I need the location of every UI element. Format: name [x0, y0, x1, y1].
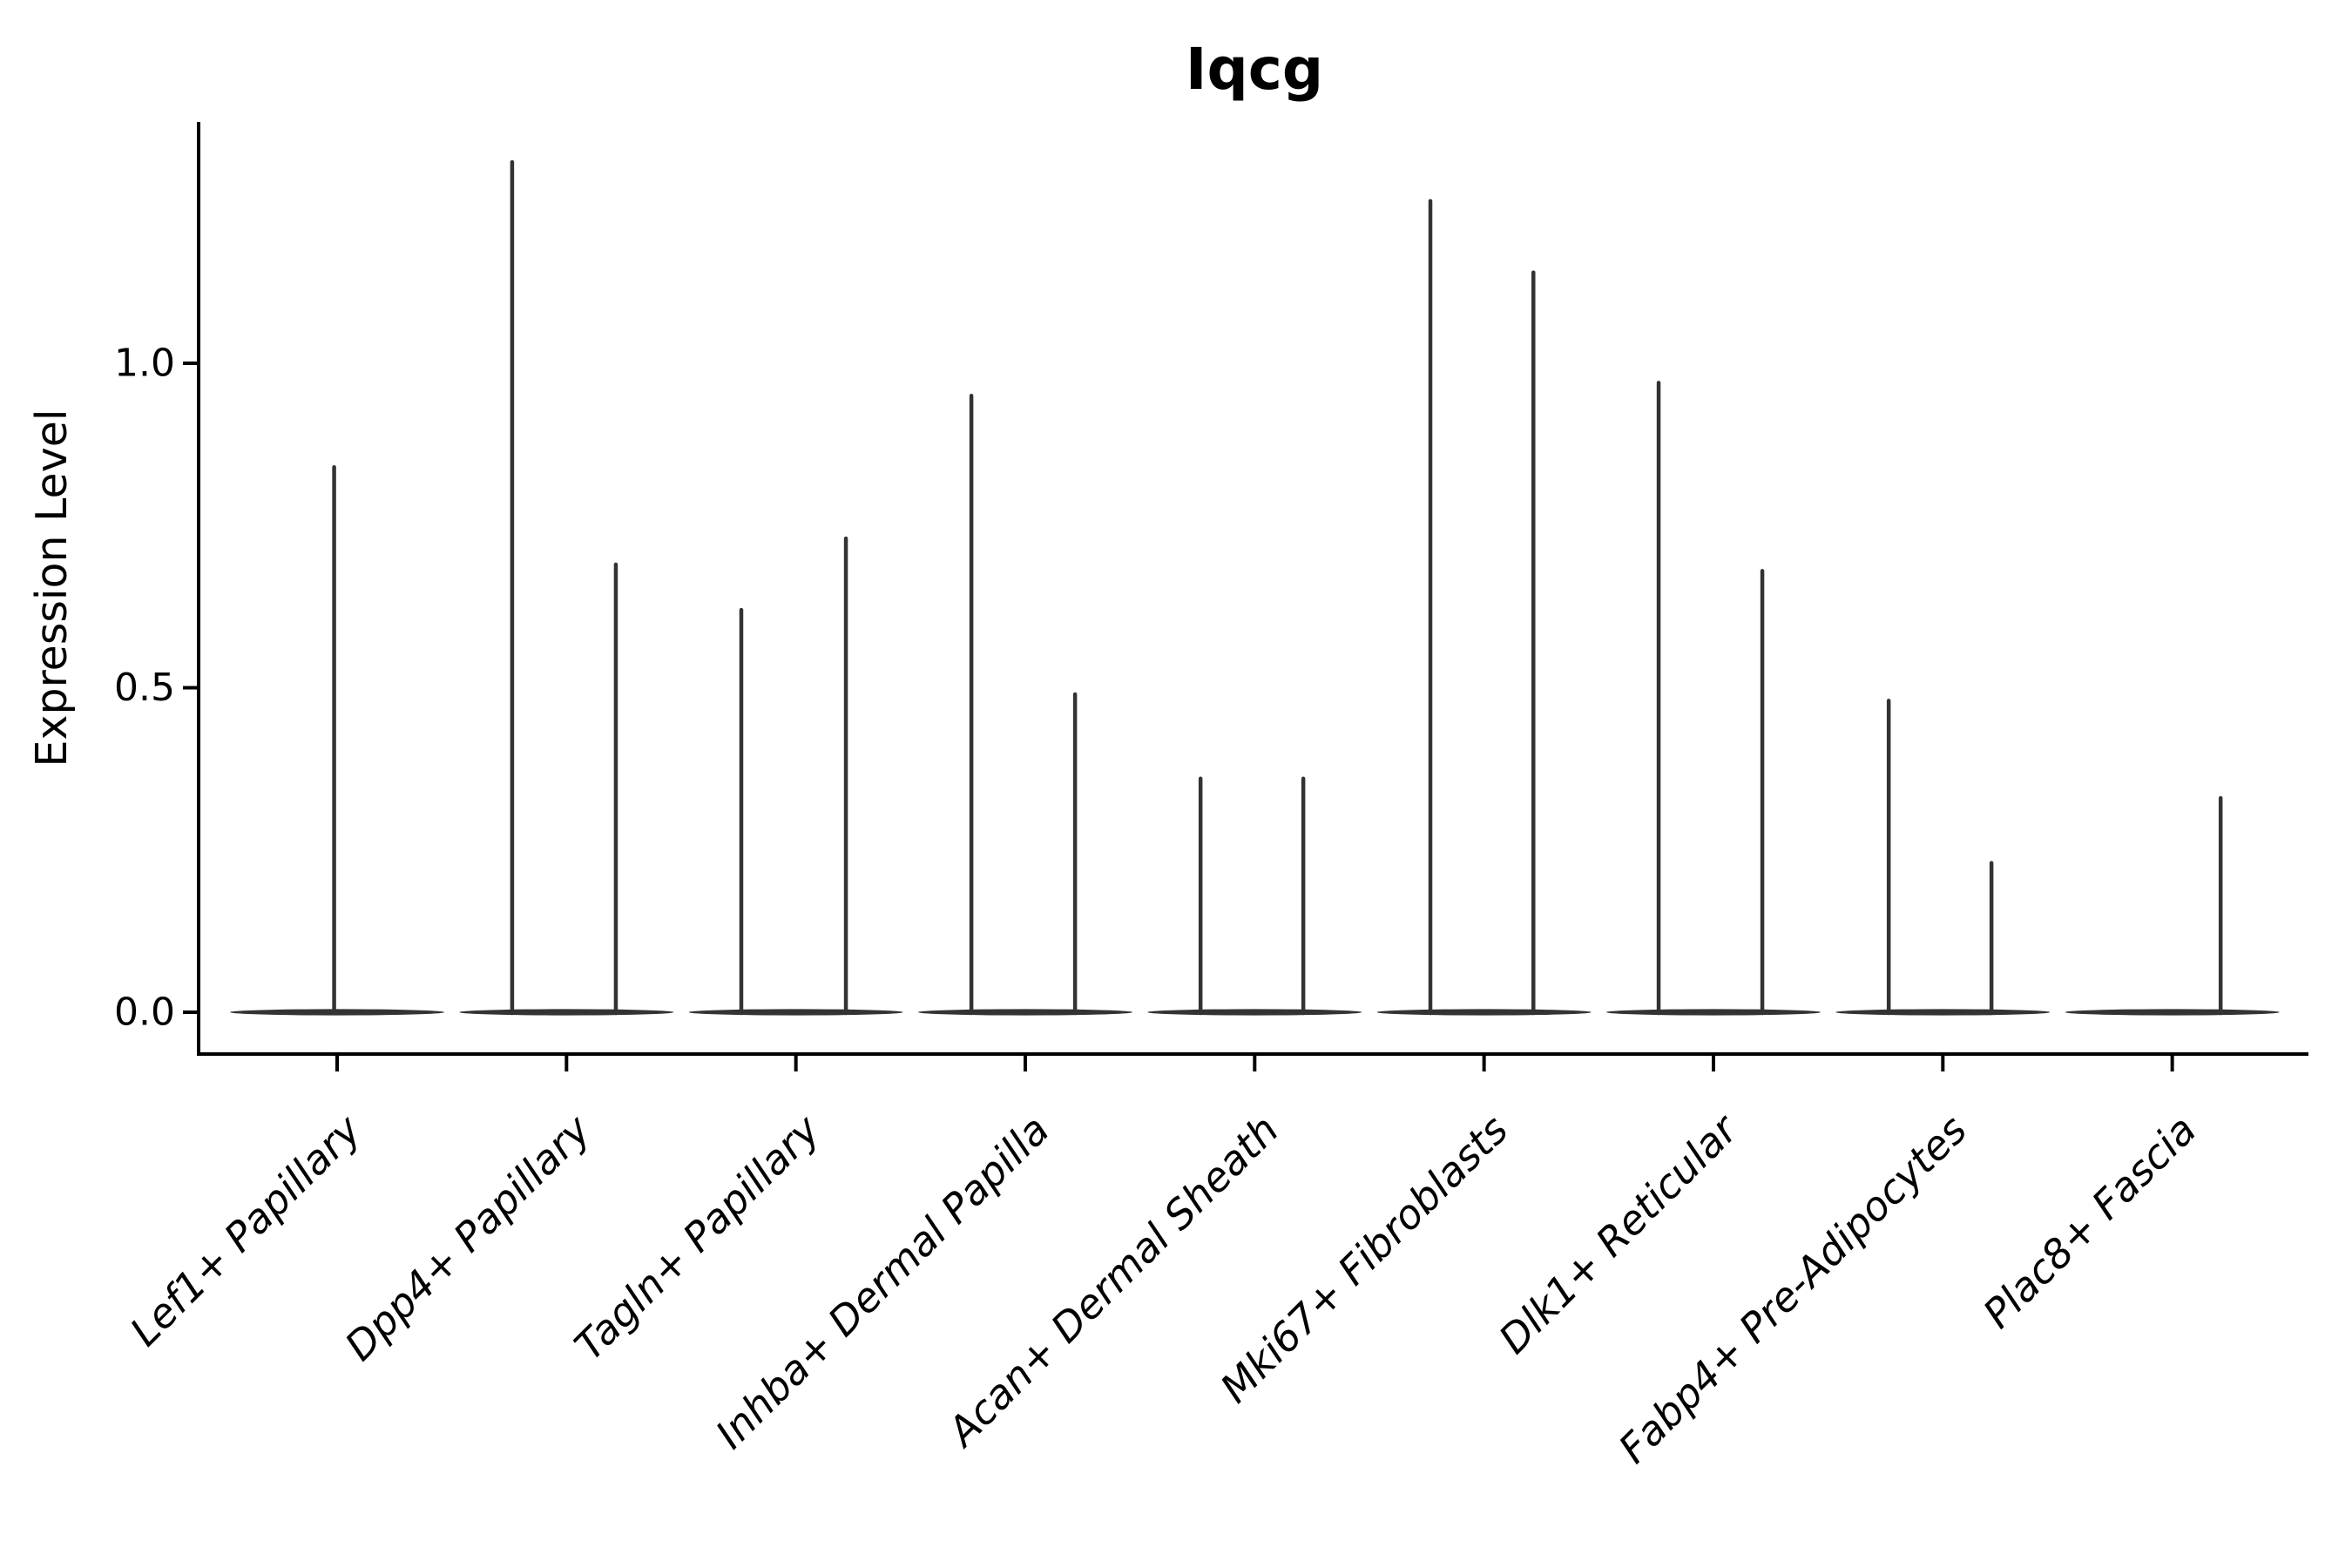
- violin-baseline: [230, 1009, 444, 1016]
- x-tick-label: Plac8+ Fascia: [1974, 1106, 2205, 1337]
- violin: [918, 394, 1132, 1016]
- axes: [183, 122, 2308, 1071]
- violin: [1147, 776, 1362, 1016]
- violin-baseline: [1606, 1009, 1821, 1016]
- x-tick-label: Tagln+ Papillary: [565, 1105, 829, 1369]
- x-tick-label: Lef1+ Papillary: [121, 1105, 370, 1355]
- violin: [2065, 795, 2280, 1016]
- violin-baseline: [688, 1009, 903, 1016]
- violin-baseline: [459, 1009, 674, 1016]
- violin: [1376, 199, 1592, 1016]
- x-tick-label: Dpp4+ Papillary: [335, 1105, 599, 1369]
- violin: [230, 464, 444, 1016]
- violin-baseline: [1147, 1009, 1362, 1016]
- violins: [230, 159, 2280, 1016]
- y-tick-label: 0.5: [114, 666, 175, 710]
- x-tick-label: Dlk1+ Reticular: [1490, 1104, 1748, 1362]
- violin-baseline: [2065, 1009, 2280, 1016]
- y-tick-label: 1.0: [114, 341, 175, 386]
- violin-baseline: [1376, 1009, 1592, 1016]
- chart-title: Iqcg: [1186, 36, 1323, 103]
- violin: [688, 536, 903, 1016]
- violin: [459, 159, 674, 1016]
- violin-baseline: [1835, 1009, 2051, 1016]
- y-tick-label: 0.0: [114, 990, 175, 1035]
- violin: [1835, 699, 2051, 1016]
- violin-baseline: [918, 1009, 1132, 1016]
- y-axis-label: Expression Level: [27, 409, 77, 767]
- violin: [1606, 381, 1821, 1016]
